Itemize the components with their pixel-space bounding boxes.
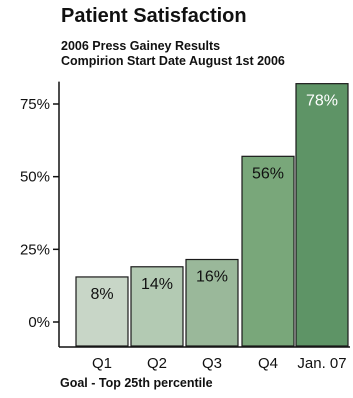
chart-title: Patient Satisfaction <box>61 5 247 27</box>
data-label: 14% <box>141 276 173 293</box>
y-tick-label: 50% <box>20 169 50 186</box>
bar <box>241 155 295 347</box>
subtitle-line-2: Compirion Start Date August 1st 2006 <box>61 54 285 68</box>
x-tick-label: Q1 <box>92 355 112 372</box>
y-tick-label: 0% <box>28 314 50 331</box>
y-tick-label: 75% <box>20 96 50 113</box>
y-tick-label: 25% <box>20 241 50 258</box>
bar-layer <box>75 83 349 347</box>
subtitle-line-1: 2006 Press Gainey Results <box>61 39 221 53</box>
chart-footnote: Goal - Top 25th percentile <box>60 376 213 390</box>
chart-subtitle: 2006 Press Gainey Results Compirion Star… <box>61 39 285 69</box>
data-label: 78% <box>306 93 338 110</box>
x-tick-label: Jan. 07 <box>297 355 346 372</box>
bar <box>75 276 129 347</box>
bar <box>185 258 239 347</box>
label-layer: 8% Q1 14% Q2 16% Q3 56% Q4 78% Jan. 07 <box>90 93 346 372</box>
x-tick-label: Q3 <box>202 355 222 372</box>
data-label: 16% <box>196 269 228 286</box>
data-label: 56% <box>252 165 284 182</box>
data-label: 8% <box>90 286 113 303</box>
bar <box>130 266 184 347</box>
axis-layer: 0% 25% 50% 75% <box>20 81 350 348</box>
x-tick-label: Q4 <box>258 355 278 372</box>
x-tick-label: Q2 <box>147 355 167 372</box>
bar <box>295 83 349 347</box>
